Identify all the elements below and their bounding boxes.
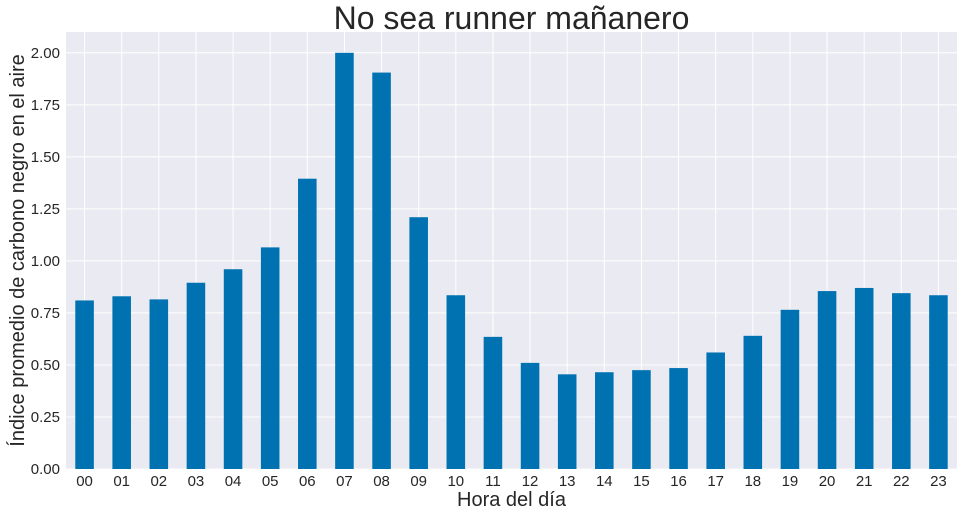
bar-23	[929, 295, 948, 469]
y-tick-labels: 0.00 0.25 0.50 0.75 1.00 1.25 1.50 1.75 2.00	[31, 45, 60, 478]
x-tick-label: 07	[336, 473, 353, 490]
x-tick-label: 17	[707, 473, 724, 490]
x-tick-label: 20	[819, 473, 836, 490]
chart-title: No sea runner mañanero	[334, 0, 690, 36]
y-tick-label: 1.00	[31, 253, 60, 270]
x-tick-label: 18	[744, 473, 761, 490]
bar-04	[223, 269, 243, 469]
x-tick-label: 19	[782, 473, 799, 490]
x-tick-label: 15	[633, 473, 650, 490]
x-tick-label: 06	[299, 473, 316, 490]
x-tick-label: 12	[522, 473, 539, 490]
bar-20	[817, 291, 837, 469]
x-tick-label: 03	[188, 473, 205, 490]
y-tick-label: 0.75	[31, 305, 60, 322]
x-tick-label: 13	[559, 473, 576, 490]
x-tick-label: 22	[893, 473, 910, 490]
bar-05	[260, 247, 280, 469]
bar-14	[595, 372, 614, 469]
bar-06	[298, 178, 317, 469]
x-tick-label: 14	[596, 473, 613, 490]
x-tick-label: 10	[447, 473, 464, 490]
x-tick-label: 09	[410, 473, 427, 490]
bar-08	[372, 72, 391, 469]
bar-19	[780, 309, 800, 469]
bar-10	[446, 295, 466, 469]
x-tick-label: 05	[262, 473, 279, 490]
y-axis-label: Índice promedio de carbono negro en el a…	[6, 54, 29, 446]
bars	[75, 52, 948, 470]
bar-18	[743, 335, 763, 469]
x-tick-label: 04	[225, 473, 242, 490]
y-tick-label: 0.50	[31, 357, 60, 374]
bar-11	[483, 336, 503, 469]
y-tick-label: 1.50	[31, 149, 60, 166]
bar-12	[520, 362, 540, 469]
bar-16	[669, 368, 688, 469]
x-tick-label: 16	[670, 473, 687, 490]
x-axis-label: Hora del día	[457, 489, 567, 511]
y-tick-label: 0.25	[31, 409, 60, 426]
x-tick-label: 01	[113, 473, 130, 490]
x-tick-labels: 00 01 02 03 04 05 06 07 08 09 10 11 12 13 14 15 16 17 18 19…	[76, 473, 947, 490]
bar-02	[149, 299, 169, 469]
bar-21	[854, 287, 874, 469]
bar-13	[557, 374, 577, 469]
y-tick-label: 2.00	[31, 45, 60, 62]
y-tick-label: 1.75	[31, 97, 60, 114]
bar-09	[409, 217, 428, 469]
bar-15	[632, 370, 651, 469]
bar-00	[75, 300, 94, 469]
bar-17	[706, 352, 725, 469]
x-tick-label: 11	[485, 473, 501, 490]
x-tick-label: 21	[856, 473, 873, 490]
x-tick-label: 08	[373, 473, 390, 490]
y-tick-label: 1.25	[31, 201, 60, 218]
x-tick-label: 00	[76, 473, 93, 490]
bar-22	[892, 293, 911, 469]
bar-07	[335, 52, 354, 470]
x-tick-label: 23	[930, 473, 947, 490]
y-tick-label: 0.00	[31, 461, 60, 478]
bar-01	[112, 296, 131, 469]
x-tick-label: 02	[150, 473, 167, 490]
bar-03	[186, 282, 206, 469]
